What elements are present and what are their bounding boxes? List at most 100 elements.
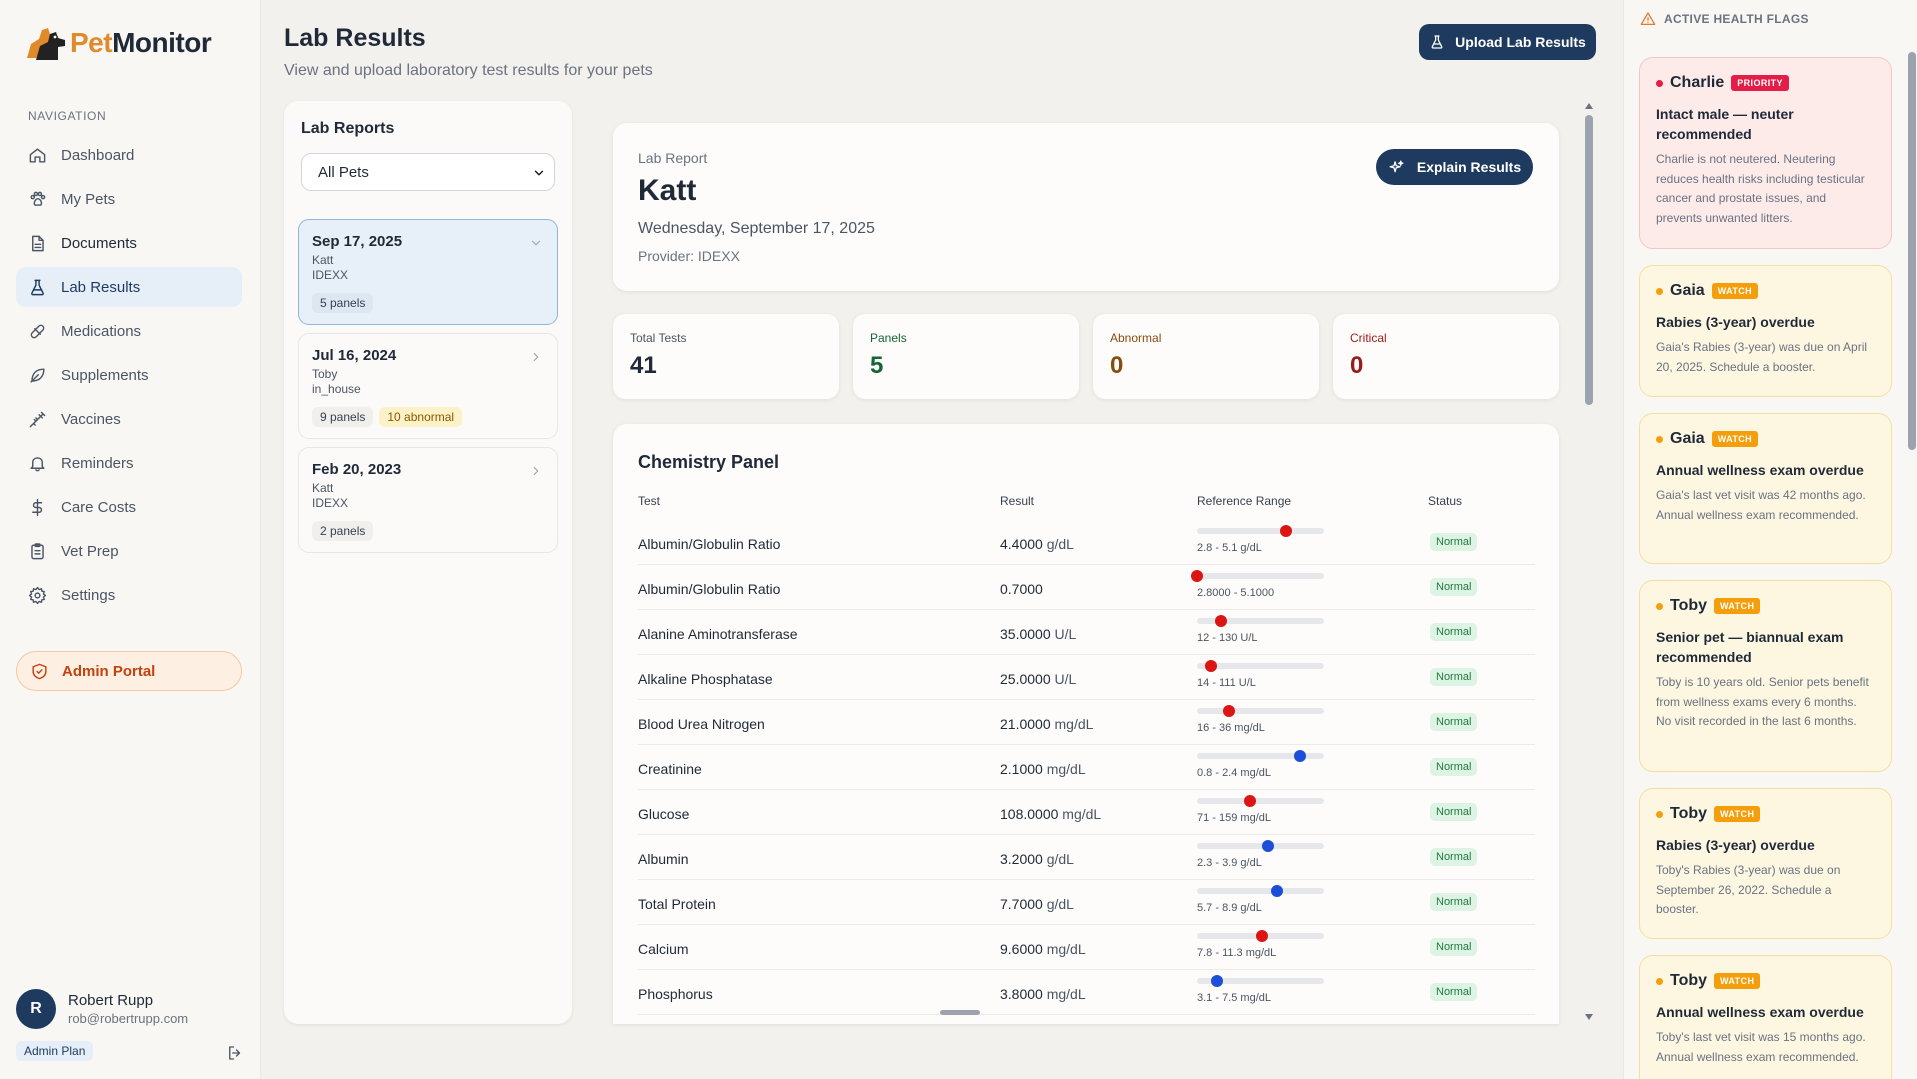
- test-name: Albumin/Globulin Ratio: [638, 536, 781, 552]
- sidebar-item-vet-prep[interactable]: Vet Prep: [16, 531, 242, 571]
- pet-filter-select[interactable]: All Pets: [301, 153, 555, 191]
- logo[interactable]: PetMonitor: [22, 20, 212, 66]
- sidebar-item-settings[interactable]: Settings: [16, 575, 242, 615]
- reference-range: 3.1 - 7.5 mg/dL: [1197, 992, 1271, 1004]
- range-marker: [1191, 570, 1203, 582]
- report-item[interactable]: Feb 20, 2023 Katt IDEXX 2 panels: [298, 447, 558, 553]
- table-row: Phosphorus 3.8000 mg/dL 3.1 - 7.5 mg/dL Nor…: [638, 970, 1535, 1015]
- column-header-result: Result: [1000, 494, 1035, 508]
- test-name: Creatinine: [638, 761, 702, 777]
- brand-name: PetMonitor: [70, 27, 212, 58]
- test-name: Albumin: [638, 851, 689, 867]
- sidebar-item-lab-results[interactable]: Lab Results: [16, 267, 242, 307]
- reference-range: 12 - 130 U/L: [1197, 632, 1258, 644]
- flags-scrollbar[interactable]: [1908, 38, 1916, 1079]
- range-bar: [1197, 795, 1324, 807]
- flag-level-badge: WATCH: [1714, 973, 1761, 989]
- report-item[interactable]: Jul 16, 2024 Toby in_house 9 panels 10 a…: [298, 333, 558, 439]
- flag-description: Gaia's last vet visit was 42 months ago.…: [1656, 488, 1866, 522]
- test-name: Albumin/Globulin Ratio: [638, 581, 781, 597]
- test-name: Blood Urea Nitrogen: [638, 716, 765, 732]
- panel-count-badge: 2 panels: [312, 521, 374, 541]
- status-badge: Normal: [1430, 848, 1478, 866]
- health-flag-card[interactable]: Gaia WATCH Rabies (3-year) overdue Gaia's R…: [1639, 265, 1892, 397]
- sidebar-item-documents[interactable]: Documents: [16, 223, 242, 263]
- status-badge: Normal: [1430, 758, 1478, 776]
- flag-pet-name: Toby: [1670, 597, 1708, 614]
- stat-card-abnormal: Abnormal 0: [1093, 314, 1319, 399]
- stat-card-total-tests: Total Tests 41: [613, 314, 839, 399]
- admin-portal-button[interactable]: Admin Portal: [16, 651, 242, 691]
- range-bar: [1197, 750, 1324, 762]
- stat-value: 0: [1350, 352, 1364, 379]
- range-bar: [1191, 570, 1324, 582]
- sidebar-item-supplements[interactable]: Supplements: [16, 355, 242, 395]
- status-badge: Normal: [1430, 983, 1478, 1001]
- sidebar-item-medications[interactable]: Medications: [16, 311, 242, 351]
- home-icon: [29, 147, 46, 163]
- page-title: Lab Results: [284, 24, 426, 52]
- sidebar-item-label: Settings: [61, 586, 116, 604]
- main-scrollbar[interactable]: [1583, 101, 1595, 1024]
- upload-button-label: Upload Lab Results: [1455, 34, 1586, 50]
- shield-icon: [32, 663, 47, 679]
- range-bar: [1197, 975, 1324, 987]
- stat-label: Panels: [870, 331, 907, 345]
- report-item[interactable]: Sep 17, 2025 Katt IDEXX 5 panels: [298, 219, 558, 325]
- range-marker: [1244, 795, 1257, 807]
- status-badge: Normal: [1430, 623, 1478, 641]
- sidebar-item-dashboard[interactable]: Dashboard: [16, 135, 242, 175]
- sidebar-item-vaccines[interactable]: Vaccines: [16, 399, 242, 439]
- range-bar: [1197, 660, 1324, 672]
- warning-icon: [1640, 12, 1656, 25]
- explain-results-button[interactable]: Explain Results: [1376, 149, 1533, 185]
- table-row: Calcium 9.6000 mg/dL 7.8 - 11.3 mg/dL Norma…: [638, 925, 1535, 970]
- result-value: 7.7000 g/dL: [1000, 896, 1074, 912]
- stat-value: 5: [870, 352, 884, 379]
- flag-pet-name: Toby: [1670, 972, 1708, 989]
- sidebar-item-my-pets[interactable]: My Pets: [16, 179, 242, 219]
- scroll-down-arrow[interactable]: [1585, 1014, 1593, 1020]
- sidebar-item-reminders[interactable]: Reminders: [16, 443, 242, 483]
- result-value: 35.0000 U/L: [1000, 626, 1077, 642]
- health-flag-card[interactable]: Toby WATCH Rabies (3-year) overdue Toby's R…: [1639, 788, 1892, 939]
- pet-filter-value: All Pets: [318, 163, 369, 181]
- flag-description: Toby is 10 years old. Senior pets benefi…: [1656, 675, 1869, 728]
- explain-button-label: Explain Results: [1416, 159, 1522, 175]
- health-flag-card[interactable]: Toby WATCH Senior pet — biannual exam reco…: [1639, 580, 1892, 772]
- flag-description: Gaia's Rabies (3-year) was due on April …: [1656, 340, 1868, 374]
- flags-scroll-thumb[interactable]: [1908, 52, 1916, 450]
- sidebar-item-label: Care Costs: [61, 498, 137, 516]
- clipboard-icon: [31, 542, 44, 559]
- logout-button[interactable]: [226, 1044, 244, 1062]
- user-profile[interactable]: R Robert Rupp rob@robertrupp.com: [16, 989, 188, 1029]
- upload-lab-results-button[interactable]: Upload Lab Results: [1419, 24, 1596, 60]
- flag-title: Rabies (3-year) overdue: [1656, 837, 1815, 853]
- lab-reports-panel: Lab Reports All Pets Sep 17, 2025 Katt I…: [284, 101, 572, 1024]
- status-badge: Normal: [1430, 803, 1478, 821]
- user-email: rob@robertrupp.com: [68, 1011, 189, 1026]
- avatar: R: [16, 989, 56, 1029]
- test-name: Glucose: [638, 806, 690, 822]
- sidebar-item-care-costs[interactable]: Care Costs: [16, 487, 242, 527]
- health-flag-card[interactable]: Toby WATCH Annual wellness exam overdue Tob…: [1639, 955, 1892, 1079]
- reference-range: 0.8 - 2.4 mg/dL: [1197, 767, 1271, 779]
- reference-range: 71 - 159 mg/dL: [1197, 812, 1271, 824]
- table-row: Glucose 108.0000 mg/dL 71 - 159 mg/dL Norma…: [638, 790, 1535, 835]
- result-unit: mg/dL: [1046, 761, 1086, 777]
- report-pet: Toby: [312, 367, 338, 381]
- table-row: Blood Urea Nitrogen 21.0000 mg/dL 16 - 36 …: [638, 700, 1535, 745]
- range-marker: [1271, 885, 1283, 897]
- flag-title: Annual wellness exam overdue: [1656, 462, 1864, 478]
- lab-report-label: Lab Report: [638, 150, 708, 166]
- table-row: Total Protein 7.7000 g/dL 5.7 - 8.9 g/dL No…: [638, 880, 1535, 925]
- health-flag-card[interactable]: Gaia WATCH Annual wellness exam overdue Gai…: [1639, 413, 1892, 564]
- health-flag-card[interactable]: Charlie PRIORITY Intact male — neuter reco…: [1639, 57, 1892, 249]
- scroll-thumb[interactable]: [1585, 115, 1593, 405]
- dollar-icon: [32, 498, 43, 516]
- flag-pet-name: Toby: [1670, 805, 1708, 822]
- table-row: Albumin/Globulin Ratio 0.7000 2.8000 - 5.1…: [638, 565, 1535, 610]
- resize-handle[interactable]: [940, 1010, 980, 1015]
- result-value: 3.2000 g/dL: [1000, 851, 1074, 867]
- scroll-up-arrow[interactable]: [1585, 103, 1593, 109]
